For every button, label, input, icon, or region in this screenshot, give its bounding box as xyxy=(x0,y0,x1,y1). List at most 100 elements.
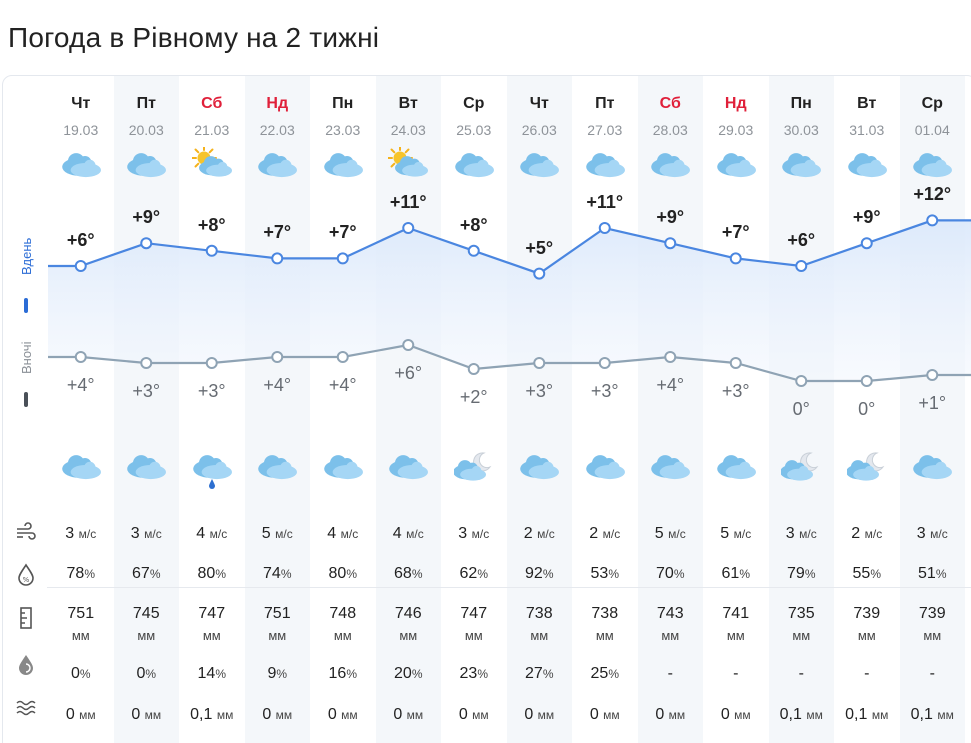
day-column[interactable]: Чт 26.03 +5° +3° 2 м/с 92% 738 мм 27% 0 … xyxy=(507,76,573,723)
night-temperature: +2° xyxy=(459,387,488,407)
pressure-unit: мм xyxy=(399,628,418,643)
night-temperature-point xyxy=(205,357,218,369)
night-temperature-point xyxy=(926,369,939,381)
night-temperature-point xyxy=(860,375,873,387)
day-temperature-point xyxy=(140,237,153,250)
day-column[interactable]: Ср 01.04 +12° +1° 3 м/с 51% 739 мм - 0,1… xyxy=(900,76,966,723)
precipitation-amount: 0 мм xyxy=(720,706,751,723)
precipitation-icon xyxy=(16,700,36,716)
day-column[interactable]: Пн 23.03 +7° +4° 4 м/с 80% 748 мм 16% 0 … xyxy=(310,76,376,723)
humidity-value: 70% xyxy=(656,565,685,582)
day-column[interactable]: Вт 24.03 +11° +6° 4 м/с 68% 746 мм 20% 0… xyxy=(376,76,442,723)
day-temperature: +12° xyxy=(913,184,952,205)
night-temperature: +6° xyxy=(394,363,423,383)
weekday-label: Пн xyxy=(332,95,354,112)
night-temperature-point xyxy=(729,357,742,369)
cloud-sun-icon xyxy=(847,147,887,184)
cloud-sun-icon xyxy=(912,147,953,184)
pressure-icon xyxy=(20,607,32,629)
day-column[interactable]: Вт 31.03 +9° 0° 2 м/с 55% 739 мм - 0,1 м… xyxy=(834,76,900,723)
humidity-value: 92% xyxy=(525,565,554,582)
day-temperature-point xyxy=(402,222,415,234)
night-temperature-point xyxy=(140,357,153,369)
cloud-sun-icon xyxy=(454,147,494,184)
precip-probability: - xyxy=(798,665,804,682)
wind-speed: 5 м/с xyxy=(261,525,293,542)
night-temperature-point xyxy=(533,357,546,369)
day-column[interactable]: Пн 30.03 +6° 0° 3 м/с 79% 735 мм - 0,1 м… xyxy=(769,76,835,723)
cloud-moon-icon xyxy=(780,449,821,486)
day-column[interactable]: Сб 28.03 +9° +4° 5 м/с 70% 743 мм - 0 мм xyxy=(638,76,704,723)
humidity-icon: % xyxy=(18,563,34,586)
night-temperature: +3° xyxy=(590,381,619,401)
night-temperature: +3° xyxy=(132,381,161,401)
precip-probability: - xyxy=(733,665,739,682)
day-column[interactable]: Нд 22.03 +7° +4° 5 м/с 74% 751 мм 9% 0 м… xyxy=(245,76,311,723)
cloud-icon xyxy=(585,449,625,486)
details-separator xyxy=(47,587,971,588)
night-temperature: +3° xyxy=(197,381,226,401)
pressure-value: 747 xyxy=(198,605,226,622)
weekday-label: Сб xyxy=(659,95,681,112)
column-shade xyxy=(506,76,572,743)
day-temperature-point xyxy=(271,252,284,265)
pressure-value: 751 xyxy=(263,605,291,622)
precip-probability: 20% xyxy=(394,665,423,682)
date-label: 19.03 xyxy=(63,122,99,138)
day-column[interactable]: Нд 29.03 +7° +3° 5 м/с 61% 741 мм - 0 мм xyxy=(703,76,769,723)
cloud-icon xyxy=(126,449,167,486)
precipitation-amount: 0,1 мм xyxy=(845,706,889,723)
pressure-value: 739 xyxy=(853,605,881,622)
cloud-sun-icon xyxy=(716,147,756,184)
precip-probability: 0% xyxy=(136,665,157,682)
night-temperature: +4° xyxy=(656,375,685,395)
cloud-rain-icon xyxy=(192,449,232,494)
column-shade xyxy=(899,76,965,743)
date-label: 20.03 xyxy=(128,122,164,138)
weekday-label: Ср xyxy=(463,95,485,112)
night-temperature-point xyxy=(664,351,677,363)
day-column[interactable]: Пт 27.03 +11° +3° 2 м/с 53% 738 мм 25% 0… xyxy=(572,76,638,723)
day-temperature-point xyxy=(664,237,677,250)
day-column[interactable]: Чт 19.03 +6° +4° 3 м/с 78% 751 мм 0% 0 м… xyxy=(48,76,114,723)
night-temperature: 0° xyxy=(858,399,876,419)
wind-speed: 3 м/с xyxy=(130,525,162,542)
pressure-unit: мм xyxy=(595,628,614,643)
column-shade xyxy=(637,76,703,743)
forecast-card: Вдень Вночі % Чт 19.03 +6° +4° xyxy=(2,75,971,743)
date-label: 23.03 xyxy=(325,122,361,138)
night-temperature-point xyxy=(467,363,480,375)
cloud-sun-icon xyxy=(519,147,560,184)
pressure-value: 738 xyxy=(525,605,553,622)
humidity-value: 80% xyxy=(197,565,226,582)
pressure-unit: мм xyxy=(726,628,745,643)
night-temperature-point xyxy=(402,339,415,351)
day-column[interactable]: Сб 21.03 +8° +3° 4 м/с 80% 747 мм 14% 0,… xyxy=(179,76,245,723)
date-label: 01.04 xyxy=(914,122,950,138)
svg-text:%: % xyxy=(23,576,30,584)
pressure-value: 748 xyxy=(329,605,357,622)
legend-day-label[interactable]: Вдень xyxy=(19,237,34,275)
precip-probability: 14% xyxy=(197,665,226,682)
precip-probability: 27% xyxy=(525,665,554,682)
night-temperature: +4° xyxy=(263,375,292,395)
weekday-label: Нд xyxy=(724,95,747,112)
pressure-unit: мм xyxy=(137,628,156,643)
night-temperature-line xyxy=(48,343,971,383)
column-shade xyxy=(375,76,441,743)
wind-speed: 3 м/с xyxy=(458,525,490,542)
precipitation-amount: 0 мм xyxy=(393,706,424,723)
day-column[interactable]: Пт 20.03 +9° +3° 3 м/с 67% 745 мм 0% 0 м… xyxy=(114,76,180,723)
day-temperature-point xyxy=(926,214,939,227)
cloud-icon xyxy=(388,449,429,486)
precipitation-amount: 0 мм xyxy=(458,706,489,723)
weekday-label: Чт xyxy=(529,95,549,112)
legend-night-label[interactable]: Вночі xyxy=(19,341,34,375)
precipitation-amount: 0 мм xyxy=(589,706,620,723)
cloud-sun-icon xyxy=(650,147,691,184)
day-column[interactable]: Ср 25.03 +8° +2° 3 м/с 62% 747 мм 23% 0 … xyxy=(441,76,507,723)
day-temperature: +9° xyxy=(852,207,881,228)
precipitation-amount: 0,1 мм xyxy=(910,706,954,723)
night-temperature-point xyxy=(795,375,808,387)
humidity-value: 61% xyxy=(721,565,750,582)
